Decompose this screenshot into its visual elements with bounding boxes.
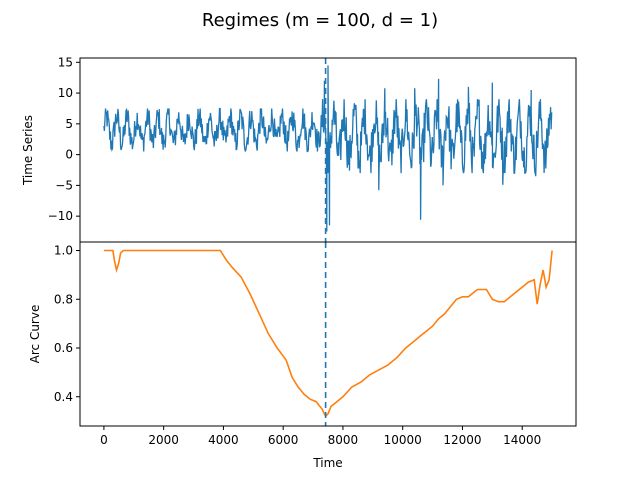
figure-title: Regimes (m = 100, d = 1) [202,10,438,31]
y-tick-label: 10 [58,86,73,100]
arc-curve-ylabel: Arc Curve [28,305,42,364]
arc-curve-line [103,249,553,418]
y-tick-label: 0.6 [54,341,73,355]
arc-curve-panel: 0.4 0.6 0.8 1.0 0 2000 4000 6000 8000 10000 12000… [28,241,577,470]
time-series-line [103,65,553,232]
x-tick-label: 0 [100,433,108,447]
time-series-ylabel: Time Series [21,115,35,186]
x-tick-label: 14000 [503,433,541,447]
x-tick-label: 4000 [208,433,239,447]
arc-curve-axes-frame [79,241,577,427]
x-tick-label: 12000 [443,433,481,447]
time-series-panel: −10 −5 0 5 10 15 Time Series [21,55,577,243]
y-tick-label: 0 [65,148,73,162]
x-tick-label: 10000 [384,433,422,447]
y-tick-label: −10 [48,209,73,223]
x-tick-label: 2000 [148,433,179,447]
y-tick-label: 15 [58,55,73,69]
y-tick-label: 1.0 [54,244,73,258]
y-tick-label: 0.4 [54,390,73,404]
x-tick-label: 8000 [328,433,359,447]
x-tick-label: 6000 [268,433,299,447]
y-tick-label: 5 [65,117,73,131]
y-tick-label: −5 [55,178,73,192]
y-tick-label: 0.8 [54,292,73,306]
x-axis-label: Time [312,456,342,470]
